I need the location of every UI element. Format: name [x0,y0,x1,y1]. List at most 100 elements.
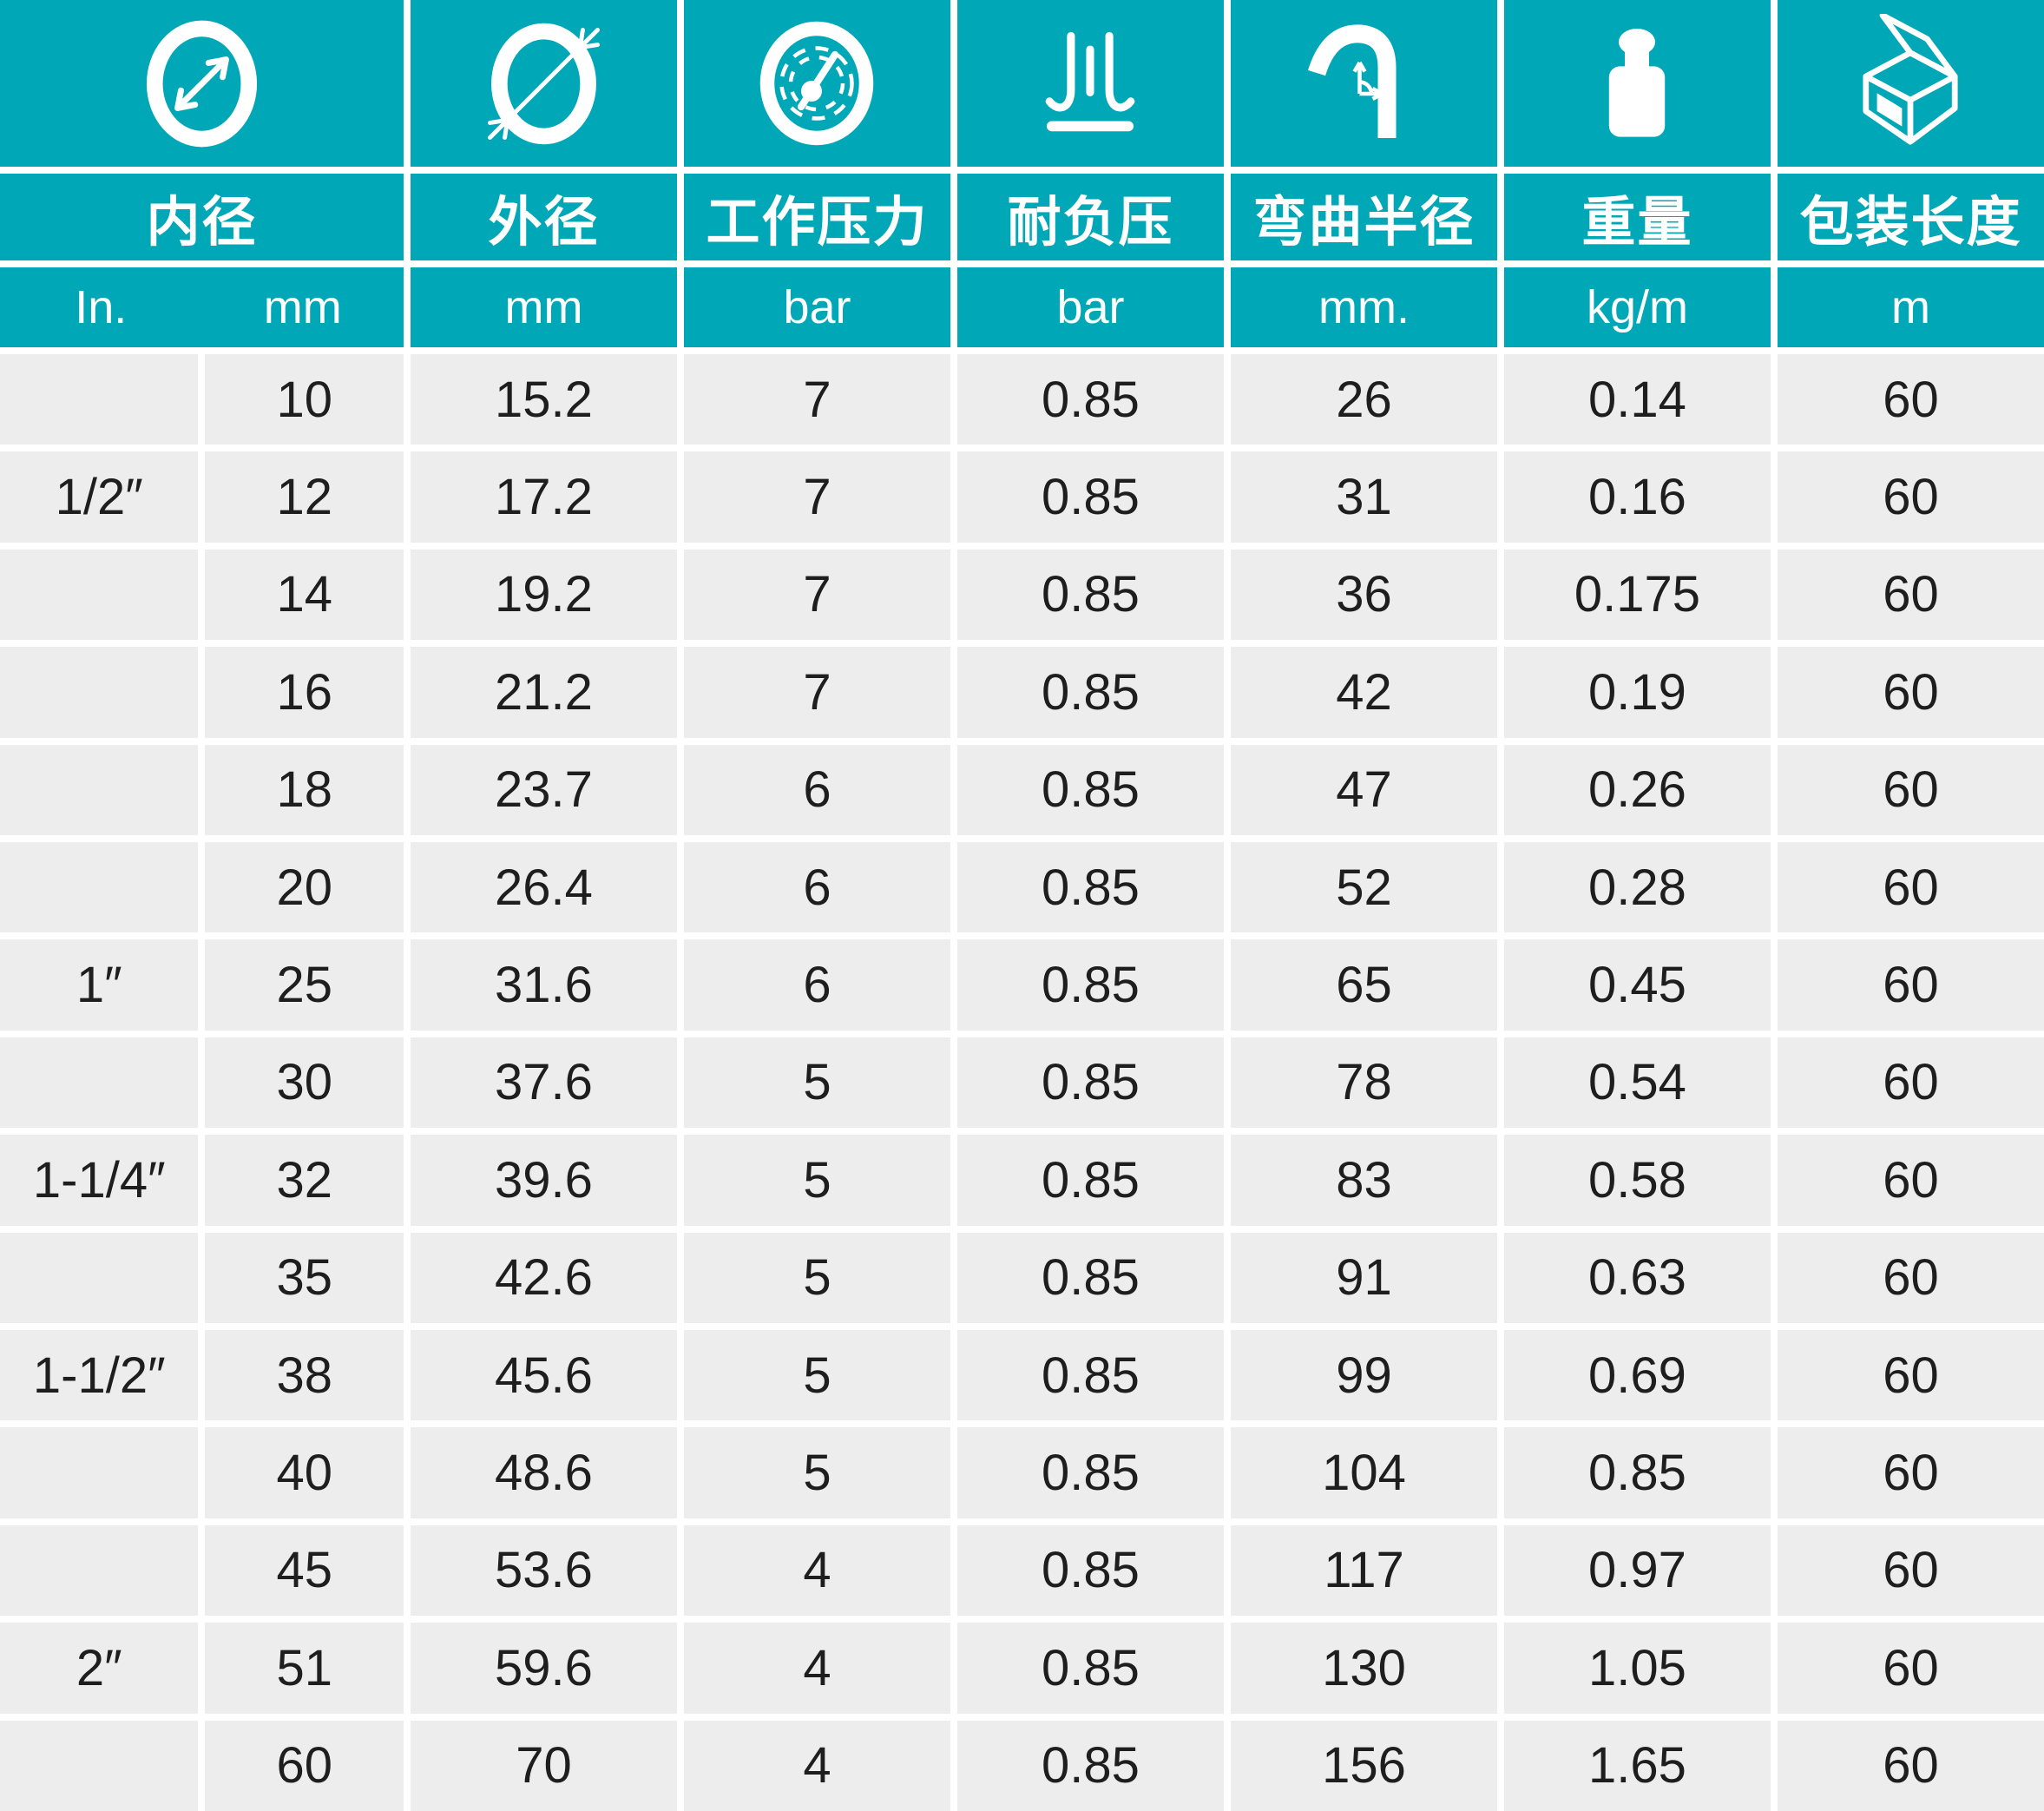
column-label-vacuum: 耐负压 [956,174,1224,260]
cell-weight: 1.65 [1503,1720,1771,1811]
cell-od-mm: 48.6 [410,1427,677,1518]
cell-working-pressure: 5 [683,1427,950,1518]
cell-working-pressure: 5 [683,1330,950,1421]
cell-weight: 0.19 [1503,647,1771,738]
cell-weight: 0.85 [1503,1427,1771,1518]
cell-working-pressure: 7 [683,549,950,641]
units-cell-outer-diameter: mm [410,267,677,347]
cell-working-pressure: 5 [683,1135,950,1226]
cell-bend-radius: 26 [1230,354,1497,445]
cell-working-pressure: 5 [683,1232,950,1323]
units-cell-weight: kg/m [1503,267,1771,347]
header-icon-cell-bend-radius [1230,0,1497,167]
cell-package-length: 60 [1777,1720,2044,1811]
outer-diameter-icon [487,23,600,144]
inner-diameter-icon [146,20,258,147]
cell-od-mm: 23.7 [410,744,677,835]
cell-working-pressure: 6 [683,744,950,835]
cell-id-mm: 51 [205,1623,404,1714]
cell-vacuum: 0.85 [956,939,1224,1031]
cell-working-pressure: 4 [683,1525,950,1617]
cell-bend-radius: 42 [1230,647,1497,738]
cell-weight: 0.45 [1503,939,1771,1031]
cell-id-mm: 14 [205,549,404,641]
cell-weight: 0.16 [1503,451,1771,543]
cell-bend-radius: 36 [1230,549,1497,641]
cell-bend-radius: 31 [1230,451,1497,543]
cell-vacuum: 0.85 [956,1135,1224,1226]
cell-package-length: 60 [1777,1623,2044,1714]
cell-working-pressure: 4 [683,1623,950,1714]
cell-od-mm: 31.6 [410,939,677,1031]
cell-vacuum: 0.85 [956,647,1224,738]
cell-package-length: 60 [1777,1525,2044,1617]
cell-od-mm: 17.2 [410,451,677,543]
cell-working-pressure: 7 [683,354,950,445]
cell-vacuum: 0.85 [956,1330,1224,1421]
header-icon-cell-weight [1503,0,1771,167]
cell-package-length: 60 [1777,842,2044,933]
cell-id-in: 1-1/2″ [0,1330,199,1421]
cell-vacuum: 0.85 [956,549,1224,641]
weight-icon [1609,29,1666,137]
bend-radius-icon [1308,24,1397,138]
cell-weight: 0.14 [1503,354,1771,445]
cell-id-in [0,842,199,933]
cell-od-mm: 53.6 [410,1525,677,1617]
cell-bend-radius: 156 [1230,1720,1497,1811]
cell-id-in [0,647,199,738]
cell-package-length: 60 [1777,354,2044,445]
cell-id-mm: 45 [205,1525,404,1617]
units-cell-working-pressure: bar [683,267,950,347]
cell-bend-radius: 52 [1230,842,1497,933]
cell-vacuum: 0.85 [956,744,1224,835]
cell-id-mm: 20 [205,842,404,933]
cell-package-length: 60 [1777,1037,2044,1129]
cell-id-mm: 32 [205,1135,404,1226]
cell-id-in [0,1525,199,1617]
cell-vacuum: 0.85 [956,842,1224,933]
cell-package-length: 60 [1777,939,2044,1031]
cell-weight: 0.175 [1503,549,1771,641]
cell-working-pressure: 4 [683,1720,950,1811]
cell-working-pressure: 7 [683,451,950,543]
cell-id-mm: 16 [205,647,404,738]
cell-id-mm: 18 [205,744,404,835]
column-label-inner-diameter: 内径 [0,174,404,260]
header-icon-cell-package-length [1777,0,2044,167]
cell-id-in [0,744,199,835]
header-icon-cell-inner-diameter [0,0,404,167]
column-label-package-length: 包装长度 [1777,174,2044,260]
cell-bend-radius: 117 [1230,1525,1497,1617]
cell-weight: 0.58 [1503,1135,1771,1226]
units-cell-package-length: m [1777,267,2044,347]
cell-id-in [0,1232,199,1323]
cell-weight: 0.54 [1503,1037,1771,1129]
cell-package-length: 60 [1777,1330,2044,1421]
cell-vacuum: 0.85 [956,1623,1224,1714]
header-icon-cell-vacuum [956,0,1224,167]
units-cell-inner-diameter: In. mm [0,267,404,347]
cell-package-length: 60 [1777,1427,2044,1518]
cell-vacuum: 0.85 [956,1037,1224,1129]
cell-od-mm: 42.6 [410,1232,677,1323]
cell-vacuum: 0.85 [956,1525,1224,1617]
unit-mm: mm [263,281,342,333]
cell-id-in: 2″ [0,1623,199,1714]
cell-weight: 0.69 [1503,1330,1771,1421]
cell-package-length: 60 [1777,647,2044,738]
cell-bend-radius: 104 [1230,1427,1497,1518]
cell-bend-radius: 65 [1230,939,1497,1031]
cell-vacuum: 0.85 [956,1720,1224,1811]
cell-od-mm: 70 [410,1720,677,1811]
cell-vacuum: 0.85 [956,354,1224,445]
unit-inches: In. [75,281,128,333]
cell-od-mm: 59.6 [410,1623,677,1714]
cell-id-mm: 35 [205,1232,404,1323]
cell-bend-radius: 78 [1230,1037,1497,1129]
cell-id-mm: 12 [205,451,404,543]
cell-weight: 0.26 [1503,744,1771,835]
cell-package-length: 60 [1777,549,2044,641]
cell-working-pressure: 5 [683,1037,950,1129]
